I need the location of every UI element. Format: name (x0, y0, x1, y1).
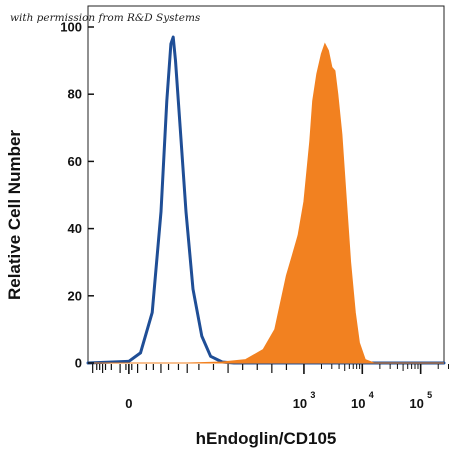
y-tick-label: 40 (68, 221, 82, 236)
y-tick-label: 80 (68, 87, 82, 102)
y-tick-label: 60 (68, 154, 82, 169)
x-tick-label-exponent: 3 (310, 390, 315, 400)
x-axis-title: hEndoglin/CD105 (196, 429, 337, 448)
x-tick-label: 10 (351, 396, 365, 411)
watermark-text: with permission from R&D Systems (10, 12, 201, 24)
x-tick-label-exponent: 4 (369, 390, 374, 400)
series-filled-histogram (88, 42, 444, 364)
series-layer (86, 35, 446, 365)
x-tick-label: 10 (409, 396, 423, 411)
y-tick-label: 0 (75, 356, 82, 371)
x-tick-label: 0 (125, 396, 132, 411)
x-tick-label-exponent: 5 (427, 390, 432, 400)
y-axis-title: Relative Cell Number (5, 130, 24, 300)
y-tick-label: 100 (60, 20, 82, 35)
y-tick-label: 20 (68, 288, 82, 303)
series-outline-histogram (86, 35, 446, 365)
x-tick-label: 10 (293, 396, 307, 411)
y-axis: 0 20 40 60 80 100 (60, 20, 94, 371)
plot-frame (87, 5, 445, 364)
